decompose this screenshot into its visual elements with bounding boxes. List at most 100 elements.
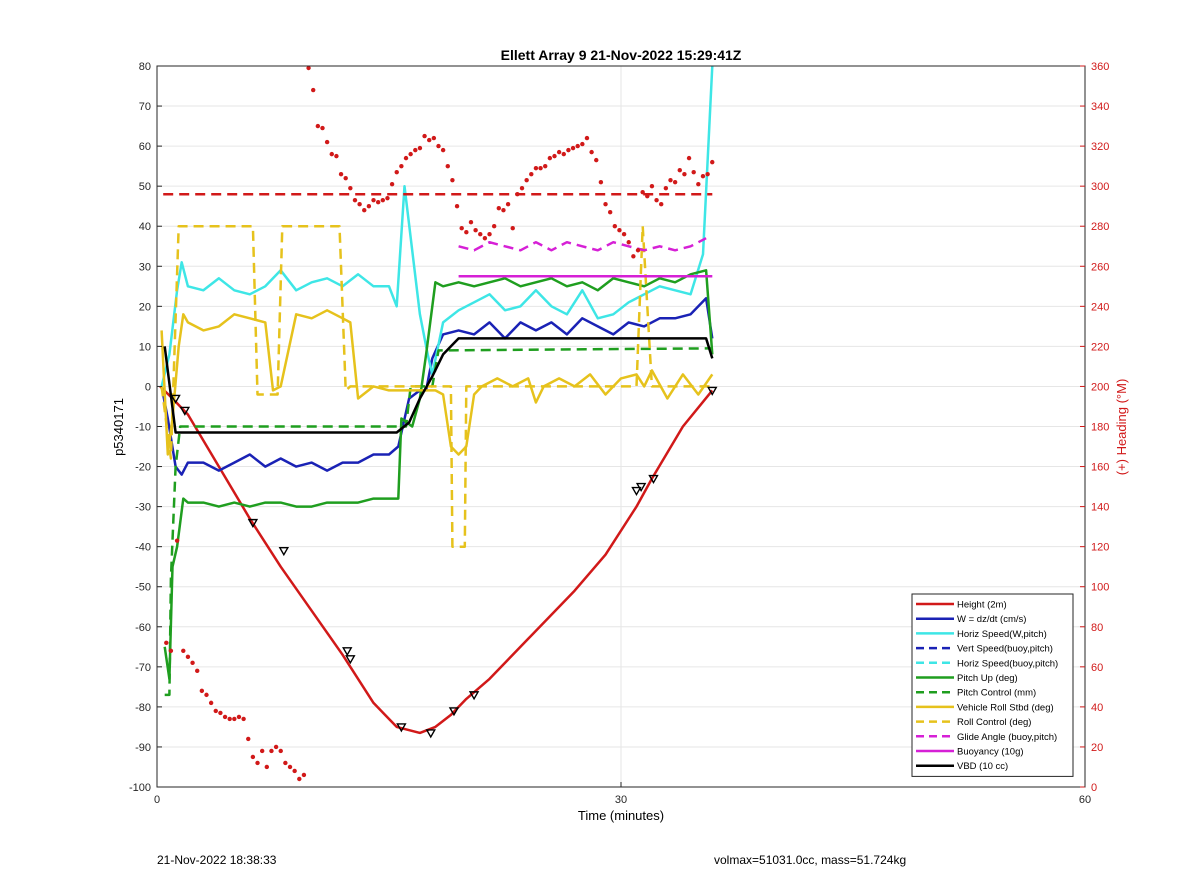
y-tick-label-right: 40	[1091, 702, 1103, 714]
series-line-pitch-up-deg	[163, 269, 714, 681]
y-tick-label-left: 20	[139, 301, 151, 313]
height-marker	[468, 691, 480, 701]
y-tick-label-left: 0	[145, 381, 151, 393]
heading-point	[515, 191, 520, 197]
heading-point	[259, 748, 265, 754]
heading-point	[663, 185, 669, 191]
y-tick-label-left: -90	[135, 742, 151, 754]
heading-point	[389, 181, 395, 187]
y-tick-label-left: 40	[139, 221, 151, 233]
heading-point	[482, 236, 488, 241]
y-tick-label-left: 10	[139, 341, 151, 353]
height-marker	[448, 707, 460, 717]
heading-point	[556, 149, 562, 155]
heading-point	[682, 171, 687, 177]
heading-point	[236, 714, 242, 720]
y-tick-label-left: -40	[135, 542, 151, 554]
height-marker	[396, 723, 407, 733]
heading-point	[491, 224, 497, 229]
axes-layer: 80706050403020100-10-20-30-40-50-60-70-8…	[129, 61, 1109, 806]
y-tick-label-right: 140	[1091, 502, 1109, 514]
heading-point	[195, 668, 200, 674]
y-tick-label-left: -100	[129, 782, 151, 794]
heading-point	[529, 171, 534, 177]
heading-point	[445, 163, 450, 169]
y-tick-label-left: -10	[135, 422, 151, 434]
height-marker	[179, 406, 191, 416]
x-tick-label: 60	[1079, 794, 1091, 806]
heading-point	[422, 133, 427, 139]
heading-point	[645, 193, 650, 199]
heading-point	[357, 201, 362, 207]
legend-label: Roll Control (deg)	[957, 717, 1031, 728]
heading-point	[672, 179, 678, 185]
heading-point	[468, 220, 474, 225]
heading-point	[510, 226, 515, 231]
heading-point	[278, 748, 283, 754]
height-marker	[635, 482, 647, 492]
heading-point	[190, 660, 195, 666]
heading-point	[218, 710, 223, 716]
heading-point	[343, 175, 348, 181]
heading-point	[408, 151, 413, 157]
y-tick-label-right: 220	[1091, 341, 1109, 353]
heading-point	[626, 240, 631, 245]
y-tick-label-left: 70	[139, 101, 151, 113]
heading-point	[640, 189, 645, 195]
heading-point	[297, 776, 302, 782]
y-tick-label-left: -30	[135, 502, 151, 514]
legend-label: VBD (10 cc)	[957, 761, 1008, 772]
heading-point	[366, 203, 372, 209]
heading-point	[552, 153, 557, 159]
heading-point	[543, 163, 548, 169]
height-marker	[247, 518, 259, 529]
legend-label: Horiz Speed(buoy,pitch)	[957, 658, 1058, 669]
legend-label: Pitch Control (mm)	[957, 688, 1036, 699]
heading-point	[329, 151, 334, 157]
legend-label: W = dz/dt (cm/s)	[957, 614, 1026, 625]
heading-point	[394, 169, 399, 175]
heading-point	[566, 147, 571, 153]
height-marker	[707, 386, 718, 396]
y-tick-label-right: 20	[1091, 742, 1103, 754]
heading-point	[413, 147, 418, 153]
heading-point	[580, 141, 585, 147]
heading-point	[255, 760, 260, 766]
legend-label: Pitch Up (deg)	[957, 673, 1018, 684]
heading-point	[164, 640, 169, 645]
heading-point	[380, 197, 386, 203]
height-marker	[342, 647, 353, 657]
heading-point	[222, 714, 228, 720]
heading-point	[617, 228, 622, 233]
heading-point	[547, 155, 553, 161]
heading-point	[385, 195, 390, 201]
heading-point	[621, 232, 627, 237]
heading-point	[440, 147, 446, 153]
heading-point	[631, 254, 636, 259]
y-tick-label-left: -50	[135, 582, 151, 594]
height-marker	[631, 486, 642, 496]
heading-point	[496, 205, 502, 211]
series-line-horiz-speed-w-pitch	[160, 65, 714, 387]
chart-title: Ellett Array 9 21-Nov-2022 15:29:41Z	[501, 47, 742, 63]
heading-point	[427, 137, 432, 143]
y-tick-label-right: 320	[1091, 141, 1109, 153]
heading-point	[227, 716, 232, 722]
heading-point	[264, 764, 270, 770]
y-tick-label-left: -70	[135, 662, 151, 674]
series-line-pitch-control-mm	[164, 347, 713, 697]
heading-point	[501, 208, 506, 213]
height-marker	[345, 655, 356, 665]
y-tick-label-right: 0	[1091, 782, 1097, 794]
series-line-roll-control-deg	[160, 224, 713, 548]
heading-point	[174, 538, 180, 543]
y-tick-label-left: 50	[139, 181, 151, 193]
y-tick-label-left: -60	[135, 622, 151, 634]
series-line-vehicle-roll-stbd-deg	[160, 309, 714, 456]
series-line-glide-angle-buoy-pitch	[458, 237, 707, 252]
heading-point	[659, 201, 664, 207]
heading-point	[375, 199, 381, 205]
heading-point	[519, 185, 525, 191]
heading-point	[691, 169, 696, 175]
